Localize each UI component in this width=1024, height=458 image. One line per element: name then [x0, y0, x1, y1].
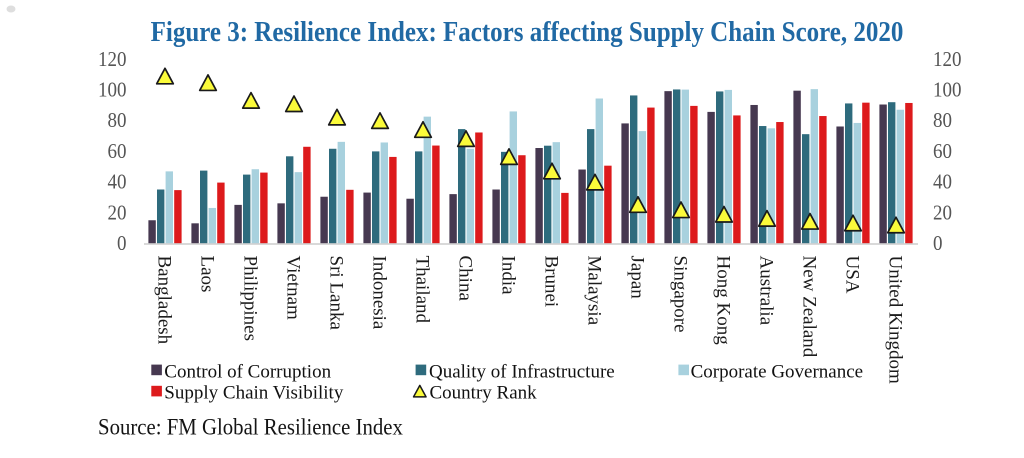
svg-text:Corporate Governance: Corporate Governance	[691, 361, 864, 382]
svg-text:100: 100	[98, 79, 127, 102]
svg-text:Vietnam: Vietnam	[283, 256, 304, 321]
svg-text:Country Rank: Country Rank	[430, 383, 538, 404]
svg-text:120: 120	[98, 48, 127, 71]
svg-text:0: 0	[933, 232, 943, 255]
svg-text:60: 60	[933, 140, 952, 163]
svg-text:Sri Lanka: Sri Lanka	[326, 256, 347, 331]
svg-text:Bangladesh: Bangladesh	[154, 256, 175, 345]
svg-text:40: 40	[933, 171, 952, 194]
svg-text:20: 20	[933, 202, 952, 225]
svg-text:New Zealand: New Zealand	[799, 256, 820, 358]
svg-text:100: 100	[933, 79, 962, 102]
svg-text:India: India	[498, 256, 519, 296]
svg-text:0: 0	[117, 232, 127, 255]
svg-text:Control of Corruption: Control of Corruption	[164, 361, 331, 382]
svg-text:United Kingdom: United Kingdom	[885, 256, 906, 384]
svg-text:Laos: Laos	[197, 256, 218, 293]
svg-text:Thailand: Thailand	[412, 256, 433, 324]
svg-text:Source: FM Global Resilience I: Source: FM Global Resilience Index	[98, 415, 403, 440]
svg-text:Quality of Infrastructure: Quality of Infrastructure	[429, 361, 615, 382]
svg-text:20: 20	[108, 202, 127, 225]
svg-text:Figure 3: Resilience Index: Fa: Figure 3: Resilience Index: Factors affe…	[151, 16, 904, 48]
svg-text:Philippines: Philippines	[240, 256, 261, 342]
svg-text:40: 40	[108, 171, 127, 194]
svg-text:Malaysia: Malaysia	[584, 256, 605, 326]
svg-text:USA: USA	[842, 256, 863, 294]
svg-text:60: 60	[108, 140, 127, 163]
svg-text:Japan: Japan	[627, 256, 648, 300]
svg-text:Singapore: Singapore	[670, 256, 691, 333]
svg-text:80: 80	[933, 109, 952, 132]
svg-text:Brunei: Brunei	[541, 256, 562, 308]
svg-text:Supply Chain Visibility: Supply Chain Visibility	[164, 383, 344, 404]
svg-text:Indonesia: Indonesia	[369, 256, 390, 330]
svg-text:China: China	[455, 256, 476, 302]
svg-text:80: 80	[108, 109, 127, 132]
svg-text:120: 120	[933, 48, 962, 71]
svg-text:Hong Kong: Hong Kong	[713, 256, 734, 346]
svg-text:Australia: Australia	[756, 256, 777, 326]
